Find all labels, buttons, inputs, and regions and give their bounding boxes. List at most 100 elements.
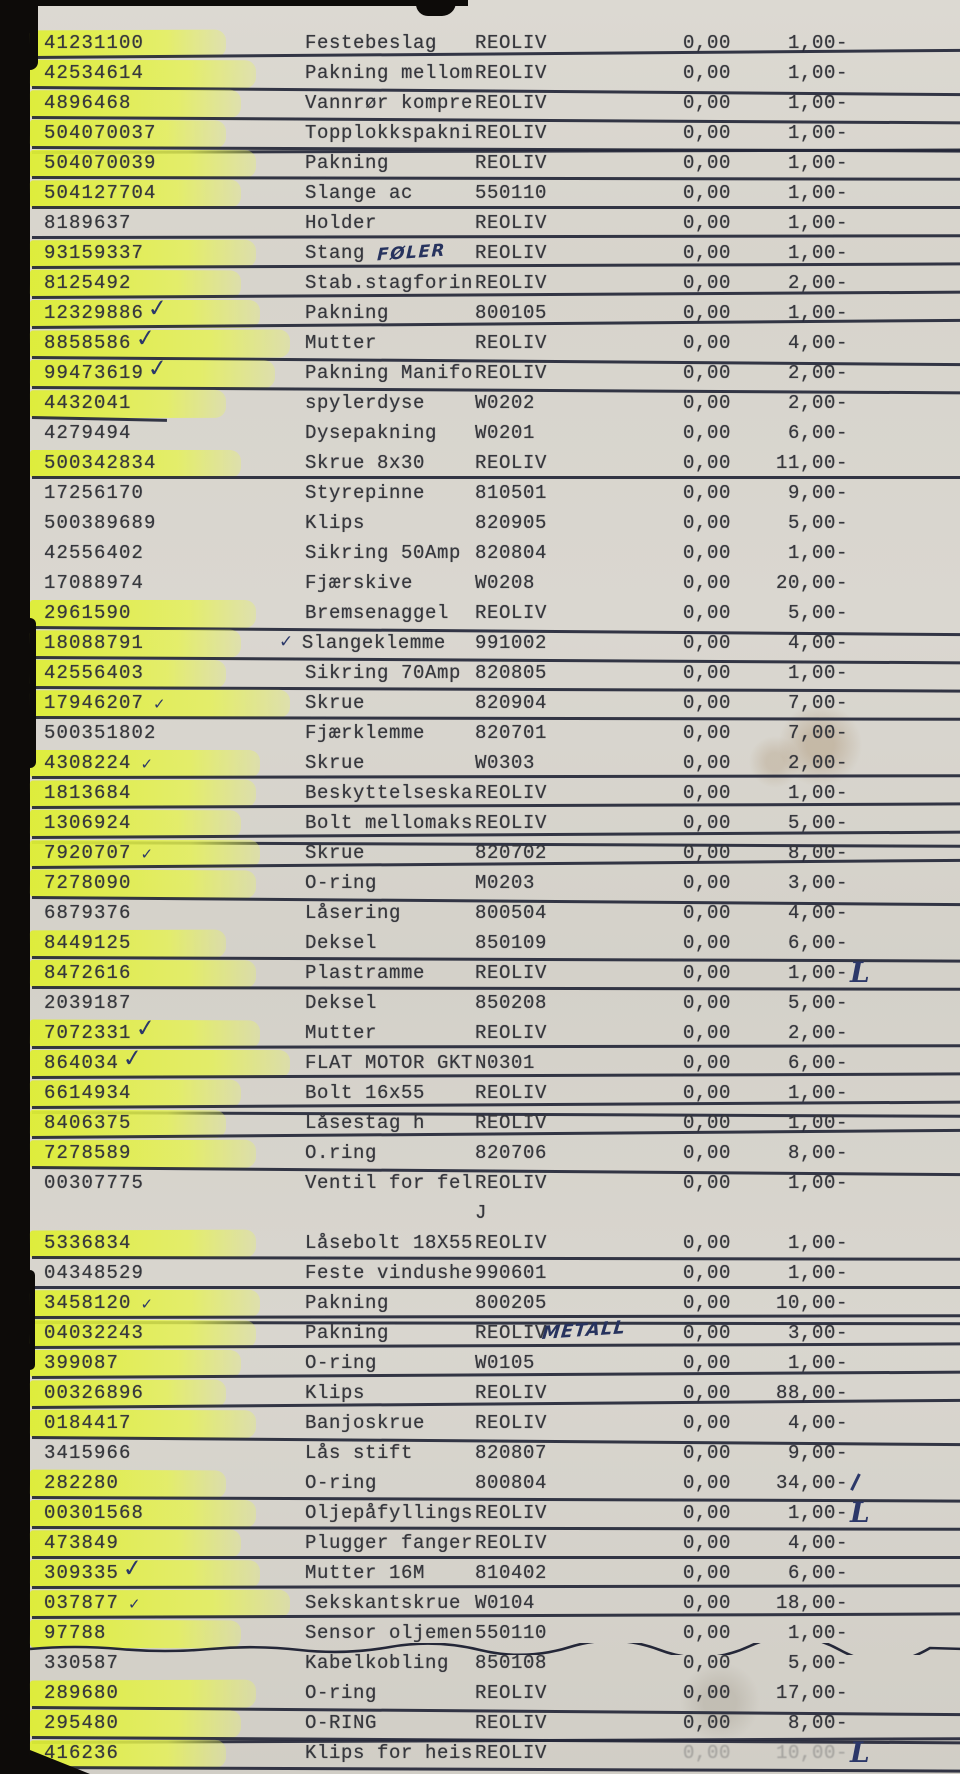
table-row: 00326896 Klips REOLIV 0,00 88,00- (29, 1379, 960, 1411)
description: Bremsenaggel (305, 602, 450, 624)
price-cell: 4,00- (787, 632, 848, 654)
price-cell: 1,00- (787, 212, 848, 234)
strikethrough-line (31, 1584, 960, 1589)
part-number-cell: 3458120 ✓ (44, 1292, 154, 1314)
description: Pakning (305, 302, 390, 324)
description-cell: O-RING (305, 1712, 377, 1734)
description-cell: Låsering (305, 902, 401, 924)
scan-edge-top (0, 0, 468, 6)
price-cell: 20,00- (775, 572, 848, 594)
part-number: 42556403 (44, 662, 145, 684)
code-cell: REOLIV (475, 1742, 548, 1764)
part-number: 17946207 (44, 692, 145, 714)
strikethrough-line (31, 774, 960, 779)
part-number-cell: 500351802 (44, 722, 157, 744)
price-cell: 2,00- (787, 272, 848, 294)
strikethrough-line (31, 1044, 960, 1049)
price-cell: 1,00- (787, 302, 848, 324)
price-cell: 1,00- (787, 1502, 848, 1524)
table-row: 1306924 Bolt mellomaks REOLIV 0,00 5,00- (29, 809, 960, 847)
price-cell: 1,00- (787, 122, 848, 144)
qty-cell: 0,00 (683, 842, 732, 864)
price-cell: 3,00- (787, 1322, 848, 1344)
part-number: 8189637 (44, 212, 132, 234)
part-number: 00301568 (44, 1502, 145, 1524)
code-cell: REOLIV (475, 452, 548, 474)
description: O-ring (305, 872, 378, 894)
qty-cell: 0,00 (683, 692, 732, 714)
qty-cell: 0,00 (683, 1022, 732, 1044)
part-number-cell: 282280 (44, 1472, 119, 1494)
part-number: 330587 (44, 1652, 120, 1674)
qty-cell: 0,00 (683, 392, 732, 414)
handwritten-edge-mark: L (850, 956, 870, 989)
qty-cell: 0,00 (683, 482, 732, 504)
table-row: 17256170 Styrepinne 810501 0,00 9,00- (30, 480, 960, 511)
table-row: 41231100 Festebeslag REOLIV 0,00 1,00- (29, 29, 960, 61)
qty-cell: 0,00 (683, 632, 732, 654)
table-row: 42534614 Pakning mellom REOLIV 0,00 1,00- (29, 59, 960, 96)
price-cell: 6,00- (787, 1052, 848, 1074)
description-cell: Låsebolt 18X55 (305, 1232, 473, 1254)
price-cell: 11,00- (775, 452, 848, 474)
price-cell: 1,00- (787, 1082, 848, 1104)
qty-cell: 0,00 (683, 212, 732, 234)
description-cell: Klips (305, 1382, 365, 1404)
part-number-cell: 7920707 ✓ (44, 842, 154, 864)
table-row: 4432041 spylerdyse W0202 0,00 2,00- (29, 389, 960, 422)
part-number: 99473619 (44, 362, 145, 384)
description-cell: Dysepakning (305, 422, 437, 444)
description-cell: Skrue (305, 752, 365, 774)
checkmark-mark: ✓ (146, 352, 171, 384)
code-cell: 800504 (475, 902, 548, 924)
part-number: 6614934 (44, 1082, 132, 1104)
part-number-cell: 0184417 (44, 1412, 132, 1434)
code-cell: 820805 (475, 662, 548, 684)
part-number: 04348529 (44, 1262, 145, 1284)
part-number: 504070039 (44, 152, 157, 174)
description: Skrue (305, 692, 366, 714)
strikethrough-line (32, 1556, 960, 1559)
qty-cell: 0,00 (683, 1292, 732, 1314)
part-number: 1306924 (44, 812, 132, 834)
part-number-cell: 295480 (44, 1712, 119, 1734)
description: Bolt 16x55 (305, 1082, 426, 1104)
part-number-cell: 04032243 (44, 1322, 144, 1344)
code-cell: REOLIV (475, 1382, 548, 1404)
table-row: 42556403 Sikring 70Amp 820805 0,00 1,00- (29, 659, 960, 693)
code-cell: REOLIV (475, 62, 548, 84)
part-number: 42534614 (44, 62, 145, 84)
part-number-cell: 17946207 ✓ (44, 692, 167, 714)
part-number: 7072331 (44, 1022, 132, 1044)
part-number: 3415966 (44, 1442, 132, 1464)
qty-cell: 0,00 (683, 572, 732, 594)
price-cell: 2,00- (787, 392, 848, 414)
table-row: 3458120 ✓ Pakning 800205 0,00 10,00- (29, 1289, 960, 1325)
checkmark-mark: ✓ (153, 695, 167, 713)
description: Pakning (305, 152, 390, 174)
part-number-cell: 4432041 (44, 392, 132, 414)
part-number: 8858586 (44, 332, 132, 354)
table-row: 6879376 Låsering 800504 0,00 4,00- (30, 900, 960, 931)
qty-cell: 0,00 (683, 302, 732, 324)
code-cell: 820706 (475, 1142, 548, 1164)
table-row: 500389689 Klips 820905 0,00 5,00- (30, 510, 960, 541)
code-cell: REOLIV (475, 32, 548, 54)
table-row: 7072331 ✓ Mutter REOLIV 0,00 2,00- (29, 1013, 960, 1051)
table-row: 7278090 O-ring M0203 0,00 3,00- (29, 869, 960, 906)
part-number-cell: 00326896 (44, 1382, 144, 1404)
description: Sekskantskrue (305, 1592, 462, 1614)
description-cell: Festebeslag (305, 32, 437, 54)
highlighter-mark (30, 1350, 241, 1378)
qty-cell: 0,00 (683, 1622, 732, 1644)
qty-cell: 0,00 (683, 1532, 732, 1554)
table-row: 8406375 Låsestag h REOLIV 0,00 1,00- (29, 1109, 960, 1141)
description: Slangeklemme (301, 632, 446, 654)
part-number: 5336834 (44, 1232, 132, 1254)
description-cell: Pakning (305, 1322, 389, 1344)
table-row: 6614934 Bolt 16x55 REOLIV 0,00 1,00- (29, 1079, 960, 1117)
price-cell: 17,00- (775, 1682, 848, 1704)
description: Skrue (305, 752, 366, 774)
strikethrough-line (31, 234, 960, 239)
description-cell: Lås stift (305, 1442, 413, 1464)
